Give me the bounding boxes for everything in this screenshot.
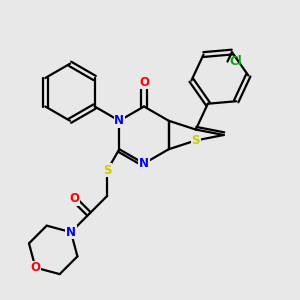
- Text: O: O: [69, 192, 79, 206]
- Text: N: N: [139, 157, 149, 170]
- Text: S: S: [103, 164, 112, 177]
- Text: O: O: [31, 261, 40, 274]
- Text: S: S: [191, 134, 200, 147]
- Text: N: N: [114, 114, 124, 127]
- Text: O: O: [139, 76, 149, 89]
- Text: N: N: [66, 226, 76, 239]
- Text: Cl: Cl: [230, 55, 242, 68]
